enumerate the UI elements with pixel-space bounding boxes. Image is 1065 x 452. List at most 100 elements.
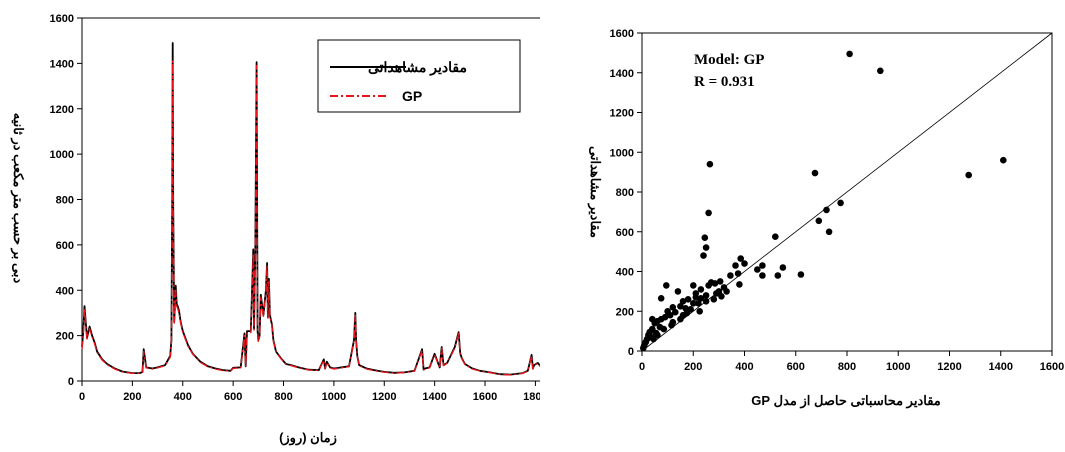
y-tick-label: 200 [56, 331, 74, 343]
x-tick-label: 600 [787, 361, 805, 373]
scatter-point [640, 344, 647, 352]
scatter-point [668, 321, 675, 329]
scatter-point [672, 308, 679, 316]
y-tick-label: 600 [616, 227, 634, 239]
scatter-point [706, 160, 714, 168]
scatter-point [736, 281, 743, 288]
scatter-point [669, 304, 677, 311]
x-tick-label: 800 [274, 391, 292, 403]
x-tick-label: 200 [123, 391, 141, 403]
scatter-point [697, 295, 705, 302]
x-tick-label: 1000 [322, 391, 346, 403]
legend-box [317, 39, 521, 113]
scatter-point [663, 282, 670, 289]
time-series-chart: 0 200 400 600 800 1000 1200 1400 1600 0 200 400 600… [10, 13, 540, 446]
scatter-point [702, 292, 710, 299]
x-tick-label: 1400 [989, 361, 1013, 373]
scatter-point [701, 234, 709, 241]
scatter-point [666, 311, 674, 319]
legend: مقادیر مشاهداتی GP [317, 39, 521, 113]
scatter-point [650, 335, 657, 343]
x-tick-label: 1800 [523, 391, 540, 403]
annotation-model: Model: GP [694, 52, 764, 68]
x-tick-label: 400 [735, 361, 753, 373]
x-tick-label: 1200 [937, 361, 961, 373]
scatter-chart: 0 200 400 600 800 1000 1200 1400 1600 0 200 400 600… [587, 28, 1064, 409]
scatter-point [705, 209, 712, 217]
legend-label-gp: GP [402, 88, 422, 104]
scatter-point [649, 315, 656, 323]
scatter-point [677, 303, 684, 310]
reference-line [641, 32, 1053, 352]
scatter-point [713, 290, 720, 297]
scatter-point [723, 288, 730, 295]
x-axis-label: مقادیر محاسباتی حاصل از مدل GP [751, 393, 941, 409]
y-tick-label: 200 [616, 306, 634, 318]
scatter-point [716, 278, 724, 285]
scatter-point [734, 270, 742, 277]
scatter-point [711, 280, 719, 287]
x-tick-label: 400 [174, 391, 192, 403]
y-axis-ticks: 0 200 400 600 800 1000 1200 1400 1600 [610, 28, 642, 358]
scatter-point [683, 309, 691, 317]
y-axis-label: دبی بر حسب متر مکعب در ثانیه [10, 113, 26, 284]
scatter-point [702, 244, 710, 251]
scatter-point [823, 206, 830, 214]
x-axis-label: زمان (روز) [279, 430, 337, 446]
scatter-point [679, 298, 687, 305]
scatter-point [696, 308, 703, 315]
y-tick-label: 1600 [50, 13, 74, 25]
scatter-point [779, 264, 787, 271]
scatter-point [837, 199, 844, 207]
x-tick-label: 0 [79, 391, 85, 403]
y-tick-label: 1000 [50, 149, 74, 161]
y-axis-label: مقادیر مشاهداتی [587, 146, 603, 238]
scatter-point [695, 300, 702, 307]
scatter-point [657, 295, 665, 302]
scatter-point [815, 217, 823, 225]
y-tick-label: 1600 [610, 28, 634, 40]
x-tick-label: 1400 [422, 391, 446, 403]
x-tick-label: 600 [224, 391, 242, 403]
scatter-point [677, 315, 684, 323]
scatter-point [705, 282, 712, 289]
y-axis-ticks: 0 200 400 600 800 1000 1200 1400 1600 [50, 13, 82, 388]
y-tick-label: 400 [56, 285, 74, 297]
y-tick-label: 1000 [610, 147, 634, 159]
y-tick-label: 0 [628, 346, 634, 358]
scatter-point [797, 271, 805, 278]
scatter-point [690, 282, 697, 289]
scatter-point [702, 298, 710, 305]
scatter-point [825, 228, 833, 236]
scatter-point [965, 171, 972, 179]
scatter-point [772, 233, 779, 240]
scatter-point [700, 252, 707, 259]
scatter-point [846, 50, 853, 58]
y-tick-label: 1400 [610, 68, 634, 80]
series-line-gp [81, 60, 540, 376]
x-axis-ticks: 0 200 400 600 800 1000 1200 1400 1600 [639, 351, 1064, 373]
scatter-point [697, 286, 705, 293]
x-tick-label: 0 [639, 361, 645, 373]
x-tick-label: 1000 [886, 361, 910, 373]
scatter-point [759, 262, 766, 269]
y-tick-label: 800 [616, 187, 634, 199]
scatter-point [759, 272, 766, 279]
scatter-point [732, 262, 739, 269]
scatter-point [811, 169, 819, 177]
y-tick-label: 0 [68, 376, 74, 388]
scatter-point [684, 296, 692, 303]
scatter-point [774, 272, 782, 279]
scatter-point [737, 255, 744, 262]
scatter-point [690, 300, 697, 307]
y-tick-label: 1200 [610, 108, 634, 120]
scatter-point [741, 260, 748, 267]
scatter-point [660, 325, 668, 333]
scatter-point [718, 293, 725, 300]
legend-label-observed: مقادیر مشاهداتی [368, 59, 467, 76]
y-tick-label: 1400 [50, 58, 74, 70]
x-tick-label: 1200 [372, 391, 396, 403]
x-tick-label: 1600 [473, 391, 497, 403]
y-tick-label: 1200 [50, 104, 74, 116]
scatter-point [754, 266, 761, 273]
